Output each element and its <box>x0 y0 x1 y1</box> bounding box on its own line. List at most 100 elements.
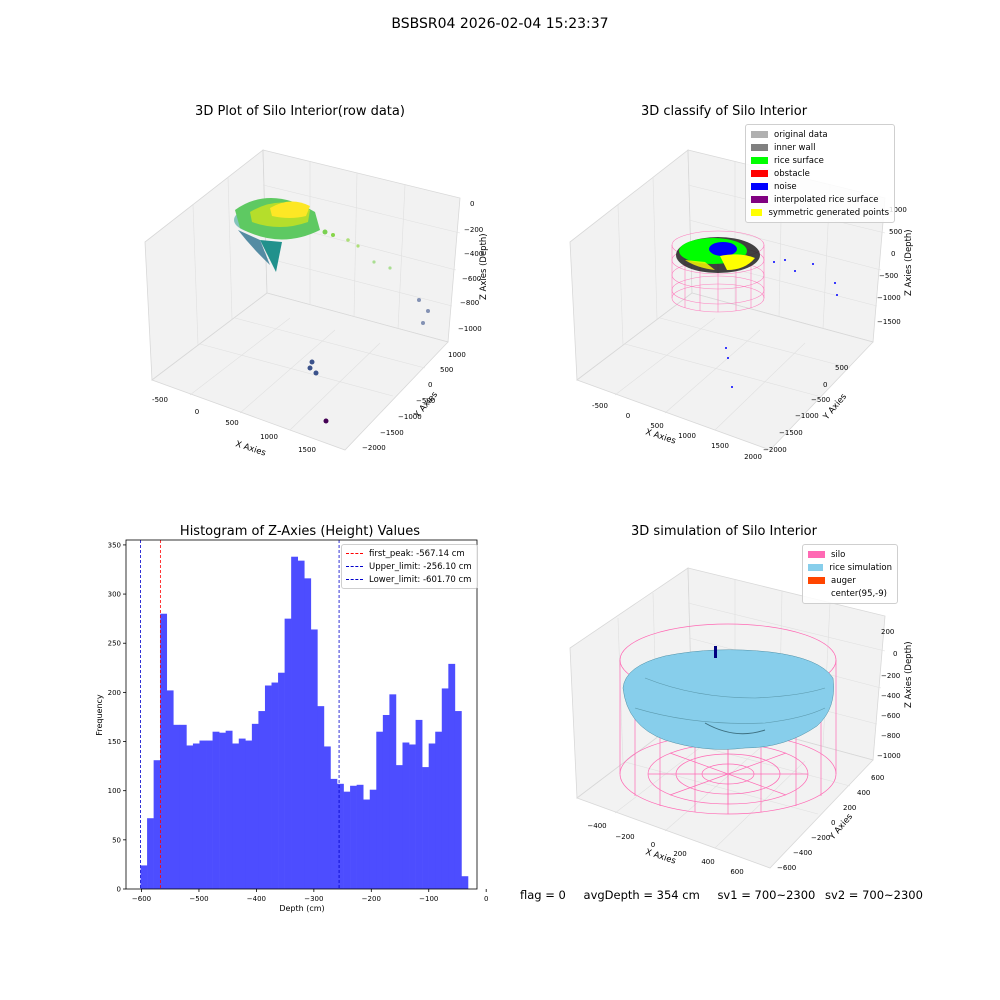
panel3-title: Histogram of Z-Axies (Height) Values <box>179 524 421 539</box>
svg-text:500: 500 <box>889 228 902 236</box>
y-tick-label: 350 <box>108 541 121 549</box>
histogram-bar <box>402 742 410 889</box>
silo-wireframe <box>671 230 765 313</box>
histogram-bar <box>337 783 344 889</box>
svg-text:1500: 1500 <box>298 446 316 454</box>
histogram-bar <box>147 818 154 889</box>
histogram-bar <box>153 760 161 889</box>
legend-item-inner-wall: inner wall <box>751 141 889 154</box>
histogram-bar <box>461 876 469 889</box>
histogram-bar <box>140 865 148 889</box>
avg-depth-value: avgDepth = 354 cm <box>583 888 700 902</box>
x-tick-label: 0 <box>484 895 488 903</box>
histogram-bar <box>441 688 449 889</box>
svg-text:−1000: −1000 <box>877 752 901 760</box>
y-tick-label: 250 <box>108 640 121 648</box>
svg-text:0: 0 <box>428 381 432 389</box>
svg-text:−2000: −2000 <box>763 446 787 454</box>
svg-text:−500: −500 <box>879 272 898 280</box>
histogram-chart: −600 −500 −400 −300 −200 −100 0 0 50 100 150 200 250… <box>95 539 488 913</box>
svg-text:200: 200 <box>843 804 856 812</box>
svg-text:0: 0 <box>831 819 835 827</box>
3d-panes <box>144 149 461 451</box>
histogram-bar <box>199 740 207 889</box>
histogram-bar <box>395 765 403 889</box>
svg-text:−600: −600 <box>462 275 481 283</box>
legend-item-interpolated-rice-surface: interpolated rice surface <box>751 193 889 206</box>
histogram-bar <box>317 706 325 889</box>
histogram-bar <box>238 738 246 889</box>
svg-text:600: 600 <box>871 774 884 782</box>
z-ticks: 1000 500 0 −500 −1000 −1500 <box>877 206 907 326</box>
histogram-bar <box>448 663 456 889</box>
histogram-bar <box>415 719 423 889</box>
x-axis-label: X Axies <box>234 439 267 458</box>
svg-text:−400: −400 <box>587 822 606 830</box>
histogram-bar <box>435 731 443 889</box>
svg-text:200: 200 <box>881 628 894 636</box>
svg-text:−200: −200 <box>464 226 483 234</box>
svg-text:0: 0 <box>891 250 895 258</box>
legend-item-original-data: original data <box>751 128 889 141</box>
y-ticks: 600 400 200 0 −200 −400 −600 <box>777 774 884 872</box>
panel2-title: 3D classify of Silo Interior <box>640 104 808 119</box>
svg-text:0: 0 <box>823 381 827 389</box>
y-ticks: 500 0 −500 −1000 −1500 −2000 <box>763 364 848 454</box>
histogram-bar <box>212 731 220 889</box>
histogram-bar <box>422 767 429 889</box>
figure-title: BSBSR04 2026-02-04 15:23:37 <box>391 16 609 32</box>
x-tick-label: −400 <box>247 895 266 903</box>
x-tick-label: −100 <box>419 895 438 903</box>
sv2-value: sv2 = 700~2300 <box>825 888 923 902</box>
y-tick-label: 200 <box>108 689 121 697</box>
histogram-bar <box>350 785 357 889</box>
histogram-bar <box>330 778 338 889</box>
histogram-bar <box>382 714 390 889</box>
histogram-x-label: Depth (cm) <box>279 904 324 913</box>
svg-text:−600: −600 <box>881 712 900 720</box>
legend-item-lower-limit: Lower_limit: -601.70 cm <box>346 573 473 586</box>
histogram-bar <box>192 743 200 889</box>
svg-text:2000: 2000 <box>744 453 762 460</box>
histogram-bar <box>323 746 331 889</box>
svg-text:200: 200 <box>673 850 686 858</box>
histogram-bar <box>173 724 181 889</box>
y-ticks: 1000 500 0 −500 −1000 −1500 −2000 <box>362 351 466 452</box>
histogram-bar <box>454 711 462 889</box>
histogram-legend: first_peak: -567.14 cm Upper_limit: -256… <box>341 544 478 589</box>
legend-item-upper-limit: Upper_limit: -256.10 cm <box>346 560 473 573</box>
svg-text:600: 600 <box>730 868 743 876</box>
svg-text:−500: −500 <box>811 396 830 404</box>
legend-item-rice-simulation: rice simulation <box>808 561 892 574</box>
svg-text:1000: 1000 <box>678 432 696 440</box>
svg-text:−1000: −1000 <box>795 412 819 420</box>
histogram-bar <box>186 745 194 889</box>
x-ticks: −400 −200 0 200 400 600 <box>587 822 743 876</box>
histogram-bar <box>310 629 318 889</box>
y-axis-label: Y Axies <box>412 390 440 421</box>
legend-item-auger: auger <box>808 574 892 587</box>
svg-text:−1000: −1000 <box>398 413 422 421</box>
histogram-bar <box>251 723 259 889</box>
classify-legend: original data inner wall rice surface ob… <box>745 124 895 223</box>
histogram-bar <box>409 744 416 889</box>
legend-item-center: center(95,-9) <box>831 588 887 599</box>
histogram-bar <box>369 789 377 889</box>
panel1-title: 3D Plot of Silo Interior(row data) <box>195 104 405 119</box>
z-ticks: 0 −200 −400 −600 −800 −1000 <box>458 200 483 333</box>
svg-text:−600: −600 <box>777 864 796 872</box>
svg-text:−1500: −1500 <box>877 318 901 326</box>
svg-text:0: 0 <box>470 200 474 208</box>
histogram-bar <box>428 743 436 889</box>
svg-text:1000: 1000 <box>448 351 466 359</box>
legend-item-symmetric-generated-points: symmetric generated points <box>751 206 889 219</box>
histogram-bar <box>232 743 240 889</box>
z-axis-label: Z Axies (Depth) <box>904 641 914 708</box>
svg-text:−400: −400 <box>881 692 900 700</box>
x-tick-label: −200 <box>362 895 381 903</box>
y-tick-label: 100 <box>108 787 121 795</box>
sv1-value: sv1 = 700~2300 <box>717 888 816 902</box>
histogram-bar <box>225 730 233 889</box>
svg-text:500: 500 <box>650 422 663 430</box>
legend-item-noise: noise <box>751 180 889 193</box>
